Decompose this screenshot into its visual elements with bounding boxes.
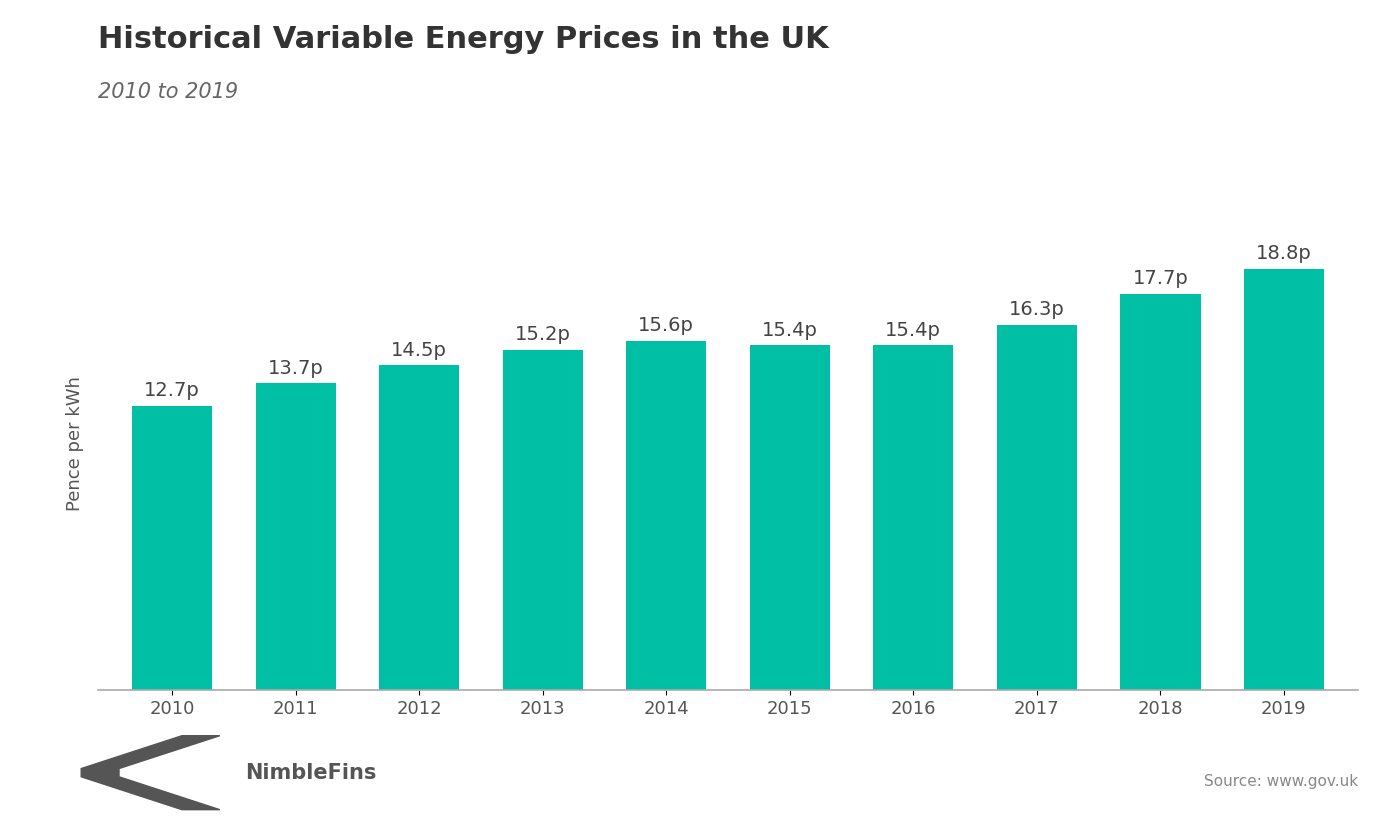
Bar (132, 406, 213, 690)
Text: 16.3p: 16.3p (1009, 301, 1064, 320)
Text: 15.4p: 15.4p (762, 321, 818, 339)
Text: 17.7p: 17.7p (1133, 269, 1189, 288)
Text: 15.2p: 15.2p (515, 326, 571, 344)
Polygon shape (81, 736, 220, 810)
Text: 15.4p: 15.4p (885, 321, 941, 339)
Bar (503, 349, 582, 690)
Bar (256, 383, 336, 690)
Text: 12.7p: 12.7p (144, 381, 200, 400)
Text: 14.5p: 14.5p (391, 341, 447, 360)
Y-axis label: Pence per kWh: Pence per kWh (66, 376, 84, 511)
Text: NimbleFins: NimbleFins (245, 763, 377, 783)
Bar (626, 341, 707, 690)
Text: 18.8p: 18.8p (1256, 244, 1312, 263)
Text: 13.7p: 13.7p (267, 358, 323, 378)
Bar (379, 366, 459, 690)
Bar (997, 325, 1077, 690)
Bar (874, 345, 953, 690)
Text: 2010 to 2019: 2010 to 2019 (98, 82, 238, 102)
Text: Source: www.gov.uk: Source: www.gov.uk (1204, 774, 1358, 789)
Bar (1120, 293, 1201, 690)
Bar (1243, 269, 1324, 690)
Bar (749, 345, 830, 690)
Text: 15.6p: 15.6p (638, 316, 694, 335)
Text: Historical Variable Energy Prices in the UK: Historical Variable Energy Prices in the… (98, 25, 829, 53)
